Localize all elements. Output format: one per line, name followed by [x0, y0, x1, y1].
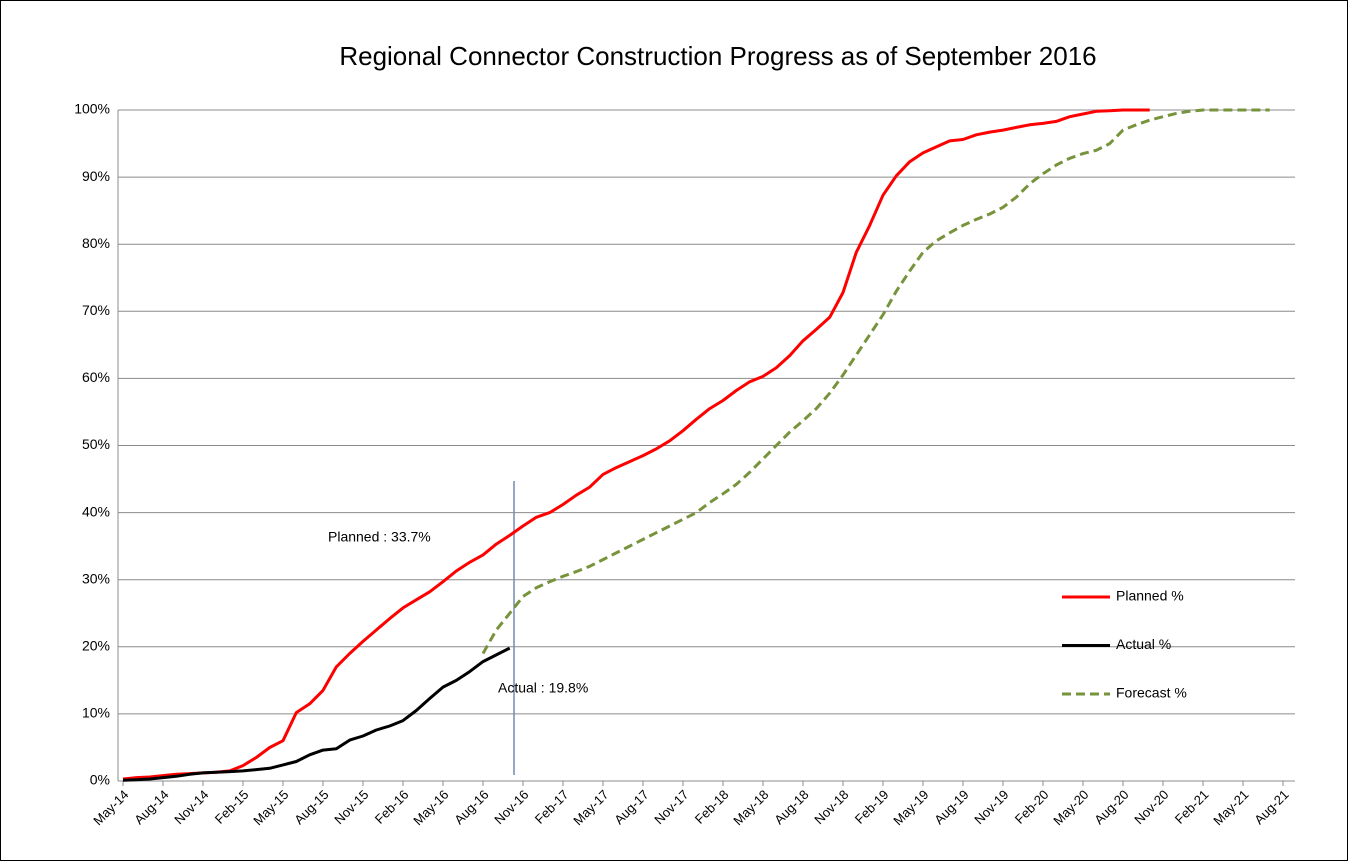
y-tick-label: 0% [90, 772, 110, 788]
y-tick-label: 90% [82, 168, 110, 184]
y-tick-label: 30% [82, 570, 110, 586]
series-line [122, 646, 511, 782]
series-line [122, 108, 1150, 781]
y-tick-label: 20% [82, 638, 110, 654]
legend-label: Forecast % [1116, 685, 1187, 701]
y-tick-label: 10% [82, 705, 110, 721]
y-tick-label: 100% [74, 101, 110, 117]
legend-label: Planned % [1116, 588, 1184, 604]
y-tick-label: 50% [82, 436, 110, 452]
y-tick-label: 40% [82, 503, 110, 519]
y-tick-label: 80% [82, 235, 110, 251]
legend-label: Actual % [1116, 636, 1171, 652]
y-tick-label: 70% [82, 302, 110, 318]
chart-title: Regional Connector Construction Progress… [339, 41, 1096, 71]
annotation: Actual : 19.8% [498, 680, 588, 696]
y-tick-label: 60% [82, 369, 110, 385]
annotation: Planned : 33.7% [328, 529, 431, 545]
series-line [481, 108, 1270, 655]
